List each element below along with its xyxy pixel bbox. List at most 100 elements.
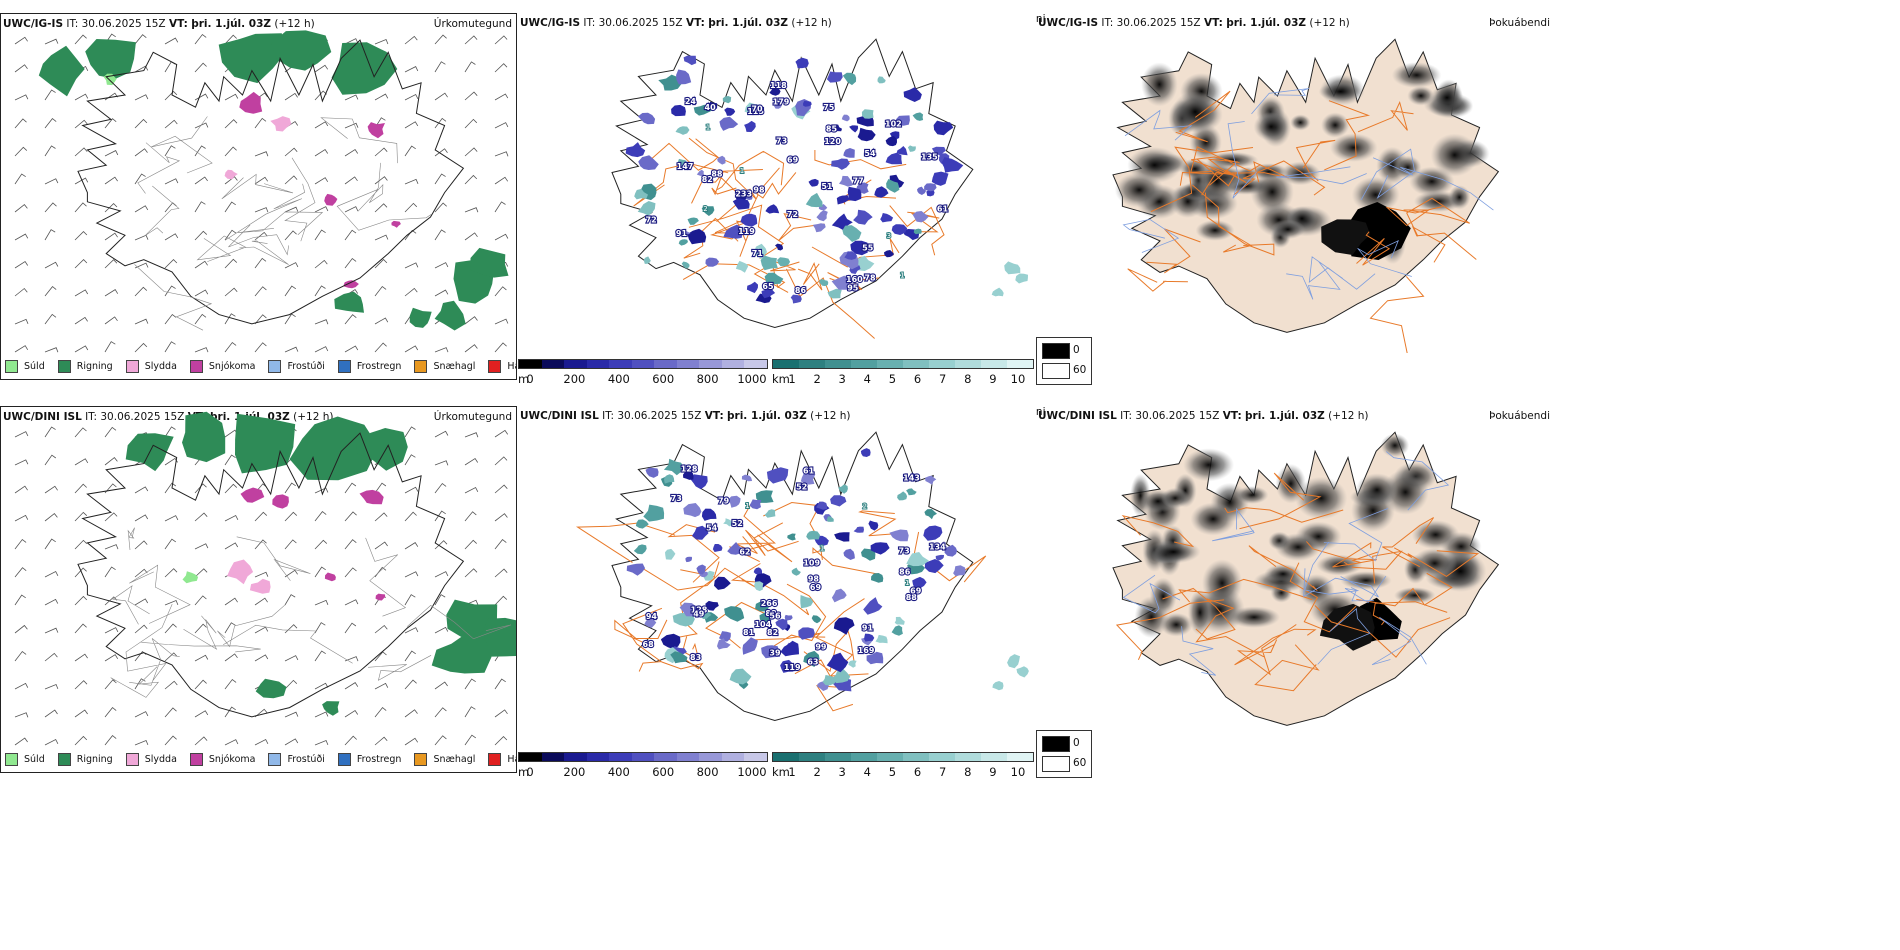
wind-barb [374, 317, 389, 325]
wind-barb [14, 538, 27, 550]
rain-area [409, 307, 432, 328]
wind-barb [44, 570, 59, 578]
wind-barb [164, 37, 179, 45]
wind-barb [44, 513, 58, 522]
wind-barb [314, 487, 329, 494]
cloud-base-label: 55 [862, 243, 874, 252]
wind-barb [44, 38, 59, 45]
fog-patch [1114, 172, 1164, 208]
wind-barb [104, 735, 117, 746]
visibility-label: 1 [745, 502, 749, 510]
legend-label: Haglél [507, 754, 516, 765]
wind-barb [44, 598, 59, 606]
wind-barb [224, 176, 238, 185]
wind-barb [374, 624, 388, 634]
coastline [77, 39, 465, 325]
colorbar-tick: 6 [913, 372, 922, 386]
cloud-cell [765, 204, 780, 214]
roads [134, 116, 432, 331]
wind-barb [434, 430, 449, 438]
wind-barb [104, 627, 119, 634]
wind-barb [494, 709, 508, 718]
wind-barb [464, 147, 478, 157]
wind-barb [194, 568, 208, 578]
legend-swatch [57, 753, 71, 766]
legend-swatch [189, 360, 203, 373]
colorbar-step [929, 360, 955, 368]
wind-barb [344, 482, 357, 494]
legend-swatch [57, 360, 71, 373]
cloud-cell [831, 275, 851, 290]
wind-barb [494, 122, 509, 129]
wind-barb [164, 599, 179, 606]
cloud-cell [907, 145, 916, 152]
colorbar-tick: 7 [938, 765, 947, 779]
cloud-cell [870, 542, 890, 555]
legend-label: Rigning [76, 361, 113, 372]
cloud-cell [643, 504, 665, 522]
rain-area [322, 701, 340, 716]
fog-patch [1380, 433, 1410, 458]
cloud-cell [638, 155, 659, 170]
wind-barb [74, 34, 87, 45]
wind-barb [104, 203, 118, 213]
wind-barb [44, 426, 56, 438]
fog-patch [1394, 587, 1436, 604]
cloud-base-label: 160 [846, 275, 863, 284]
wind-barb [254, 176, 269, 185]
cloud-cell [754, 581, 764, 592]
colorbar-tick: 10 [1010, 765, 1026, 779]
legend-label: Súld [24, 754, 45, 765]
wind-barb [404, 571, 419, 578]
cloud-base-label: 82 [702, 175, 713, 184]
wind-barb [464, 539, 477, 550]
wind-barb [104, 259, 118, 269]
cloud-cell [671, 104, 686, 117]
cloud-cell [877, 76, 886, 84]
wind-barb [284, 655, 299, 662]
colorbar-unit: km [772, 372, 790, 386]
wind-barb [254, 708, 268, 718]
cloud-base-label: 51 [821, 182, 833, 191]
wind-barb [74, 735, 88, 746]
wind-barb [344, 122, 359, 129]
wind-barb [14, 318, 29, 325]
wind-barb [314, 285, 326, 297]
fog-legend-label: 60 [1073, 364, 1087, 376]
cloud-cell [690, 474, 708, 490]
cloud-base-areas [625, 55, 964, 304]
colorbar-step [773, 753, 799, 761]
panel-title: Úrkomutegund [433, 411, 512, 423]
wind-barb [314, 121, 329, 129]
wind-barb [74, 511, 88, 522]
wind-barb [134, 118, 148, 129]
cloud-cell [735, 260, 749, 273]
cloud-base-label: 128 [691, 605, 708, 614]
colorbar-step [1007, 753, 1033, 761]
cloud-cell [871, 573, 884, 583]
wind-barb [74, 202, 87, 213]
skyggni-title: Skyggni [1036, 13, 1046, 25]
colorbar-step [877, 360, 903, 368]
wind-barb [494, 286, 507, 297]
cloud-base-label: 72 [787, 210, 798, 219]
colorbar-tick: 600 [652, 765, 675, 779]
cloud-cell [728, 495, 741, 508]
colorbar-tick: 10 [1010, 372, 1026, 386]
cloud-cell [866, 651, 884, 665]
cloud-cell [741, 474, 753, 482]
wind-barb [434, 289, 449, 297]
colorbar-tick: 400 [607, 372, 630, 386]
cloud-cell [755, 600, 772, 612]
fog-patch [1264, 564, 1302, 584]
wind-barb [464, 35, 478, 45]
wind-barb [254, 511, 268, 522]
wind-barb [134, 540, 148, 550]
cloud-cell [670, 651, 688, 664]
fog-core [1319, 603, 1375, 651]
cloud-base-visibility-map: 135 233 77 85 98 69 55 61 51 120 179 115 75 147 91 72 71… [611, 38, 1028, 339]
legend-label: Frostregn [356, 754, 402, 765]
cloud-cell [755, 490, 774, 503]
wind-barb [434, 34, 447, 45]
wind-barb [254, 117, 267, 129]
